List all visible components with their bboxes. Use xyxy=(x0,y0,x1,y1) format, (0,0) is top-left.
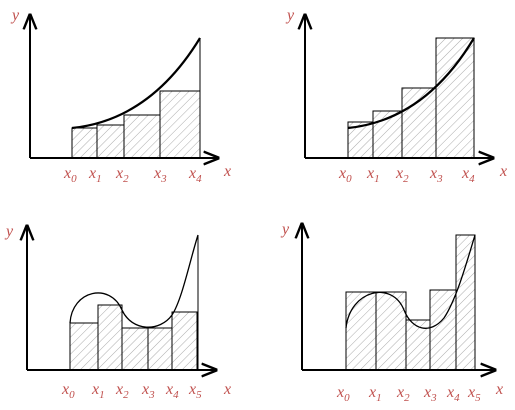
x-tick-label: x4 xyxy=(165,381,179,401)
tick-variable: x xyxy=(429,165,437,182)
tick-variable: x xyxy=(141,381,149,398)
tick-subscript: 3 xyxy=(160,173,167,185)
x-axis-label: x xyxy=(223,381,231,398)
x-tick-label: x1 xyxy=(368,384,382,404)
x-axis-label: x xyxy=(495,381,503,398)
x-tick-label: x3 xyxy=(141,381,155,401)
curve xyxy=(69,234,199,328)
y-axis-label: y xyxy=(4,223,14,240)
y-axis-label: y xyxy=(285,7,295,24)
tick-variable: x xyxy=(366,165,374,182)
rectangle xyxy=(159,90,201,159)
panel-right-riemann-increasing xyxy=(305,15,493,158)
x-tick-label: x1 xyxy=(366,165,380,185)
rectangle xyxy=(71,127,98,159)
rectangle xyxy=(123,114,161,159)
curve xyxy=(347,37,475,130)
tick-variable: x xyxy=(88,165,96,182)
tick-variable: x xyxy=(338,165,346,182)
x-tick-label: x1 xyxy=(91,381,105,401)
x-tick-label: x4 xyxy=(188,165,202,185)
curve xyxy=(345,234,476,329)
tick-variable: x xyxy=(61,381,69,398)
tick-variable: x xyxy=(461,165,469,182)
tick-subscript: 0 xyxy=(346,173,352,185)
tick-subscript: 0 xyxy=(344,392,350,404)
rectangle xyxy=(147,327,173,371)
tick-variable: x xyxy=(63,165,71,182)
tick-subscript: 4 xyxy=(196,173,202,185)
tick-subscript: 0 xyxy=(69,389,75,401)
tick-subscript: 1 xyxy=(96,173,102,185)
x-tick-label: x2 xyxy=(115,165,129,185)
x-tick-label: x5 xyxy=(188,381,202,401)
rectangle xyxy=(171,311,198,371)
tick-variable: x xyxy=(396,384,404,401)
tick-subscript: 4 xyxy=(454,392,460,404)
tick-variable: x xyxy=(188,381,196,398)
x-axis-label: x xyxy=(499,163,507,180)
tick-variable: x xyxy=(395,165,403,182)
x-tick-label: x0 xyxy=(338,165,352,185)
tick-subscript: 3 xyxy=(430,392,437,404)
rectangle xyxy=(375,291,407,371)
tick-variable: x xyxy=(423,384,431,401)
tick-subscript: 5 xyxy=(196,389,202,401)
tick-variable: x xyxy=(115,381,123,398)
curve xyxy=(71,37,201,130)
panel-midpoint-riemann-wavy xyxy=(302,224,495,370)
tick-subscript: 2 xyxy=(123,173,129,185)
tick-subscript: 1 xyxy=(99,389,105,401)
tick-variable: x xyxy=(165,381,173,398)
rectangle xyxy=(96,124,125,159)
x-tick-label: x3 xyxy=(423,384,437,404)
tick-variable: x xyxy=(368,384,376,401)
x-tick-label: x5 xyxy=(467,384,481,404)
tick-subscript: 2 xyxy=(403,173,409,185)
rectangle xyxy=(455,234,476,371)
y-axis-label: y xyxy=(280,221,290,238)
tick-subscript: 2 xyxy=(404,392,410,404)
tick-variable: x xyxy=(153,165,161,182)
x-tick-label: x4 xyxy=(446,384,460,404)
x-tick-label: x4 xyxy=(461,165,475,185)
tick-subscript: 5 xyxy=(475,392,481,404)
rectangle xyxy=(97,304,123,371)
panel-left-riemann-increasing xyxy=(30,15,218,158)
y-axis-label: y xyxy=(10,7,20,24)
panel-left-riemann-wavy xyxy=(27,226,216,370)
tick-subscript: 2 xyxy=(123,389,129,401)
rectangle xyxy=(405,319,431,371)
x-tick-label: x1 xyxy=(88,165,102,185)
x-tick-label: x0 xyxy=(63,165,77,185)
x-tick-label: x3 xyxy=(429,165,443,185)
tick-subscript: 3 xyxy=(148,389,155,401)
rectangle xyxy=(401,87,437,159)
tick-variable: x xyxy=(188,165,196,182)
rectangle xyxy=(345,291,377,371)
rectangle xyxy=(69,322,99,371)
x-tick-label: x2 xyxy=(395,165,409,185)
tick-variable: x xyxy=(91,381,99,398)
tick-subscript: 1 xyxy=(374,173,380,185)
x-axis-label: x xyxy=(223,163,231,180)
tick-subscript: 4 xyxy=(469,173,475,185)
tick-variable: x xyxy=(336,384,344,401)
rectangle xyxy=(435,37,475,159)
x-tick-label: x2 xyxy=(115,381,129,401)
tick-variable: x xyxy=(446,384,454,401)
tick-subscript: 4 xyxy=(173,389,179,401)
tick-variable: x xyxy=(467,384,475,401)
rectangle xyxy=(121,327,149,371)
x-tick-label: x0 xyxy=(61,381,75,401)
tick-subscript: 1 xyxy=(376,392,382,404)
x-tick-label: x0 xyxy=(336,384,350,404)
tick-subscript: 3 xyxy=(436,173,443,185)
x-tick-label: x2 xyxy=(396,384,410,404)
x-tick-label: x3 xyxy=(153,165,167,185)
tick-variable: x xyxy=(115,165,123,182)
tick-subscript: 0 xyxy=(71,173,77,185)
